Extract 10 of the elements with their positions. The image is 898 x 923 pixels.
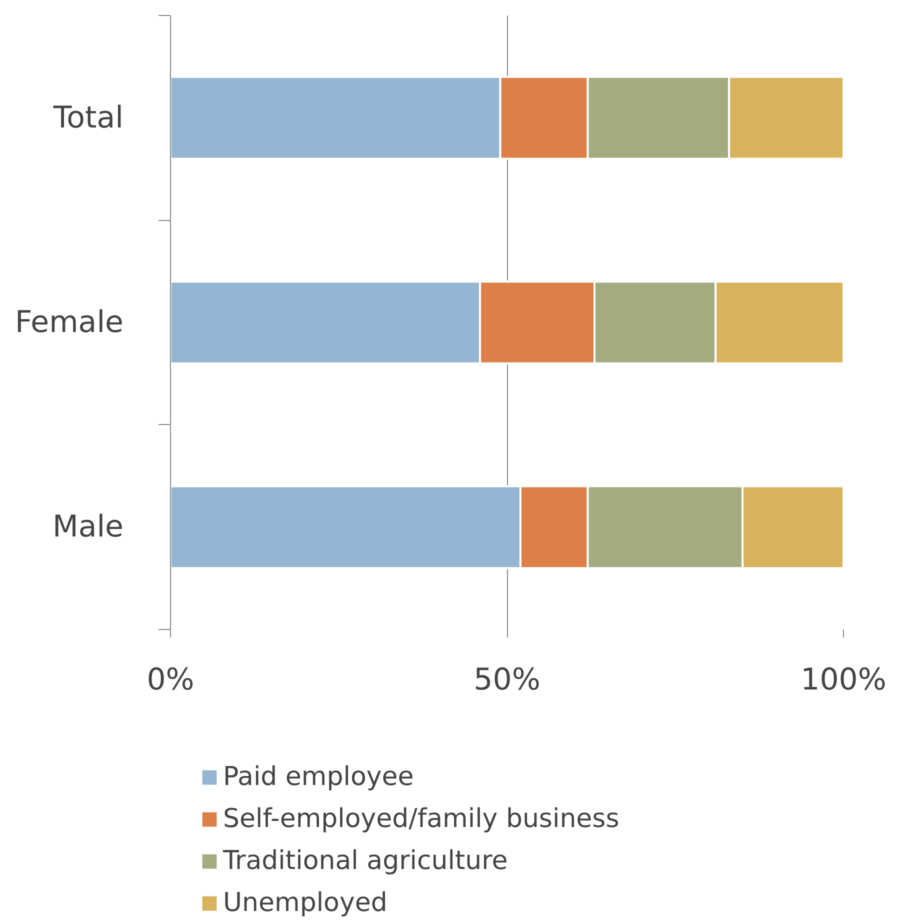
y-tick-label: Total [52, 100, 124, 136]
legend-label: Unemployed [223, 888, 388, 918]
x-tick-label: 0% [146, 662, 194, 698]
y-tick-label: Male [52, 510, 124, 545]
legend-label: Traditional agriculture [223, 846, 508, 876]
x-tick-label: 100% [800, 662, 886, 698]
legend-label: Paid employee [223, 762, 414, 792]
y-tick-label: Female [15, 305, 124, 340]
x-tick-label: 50% [474, 662, 540, 698]
legend-label: Self-employed/family business [223, 804, 620, 834]
